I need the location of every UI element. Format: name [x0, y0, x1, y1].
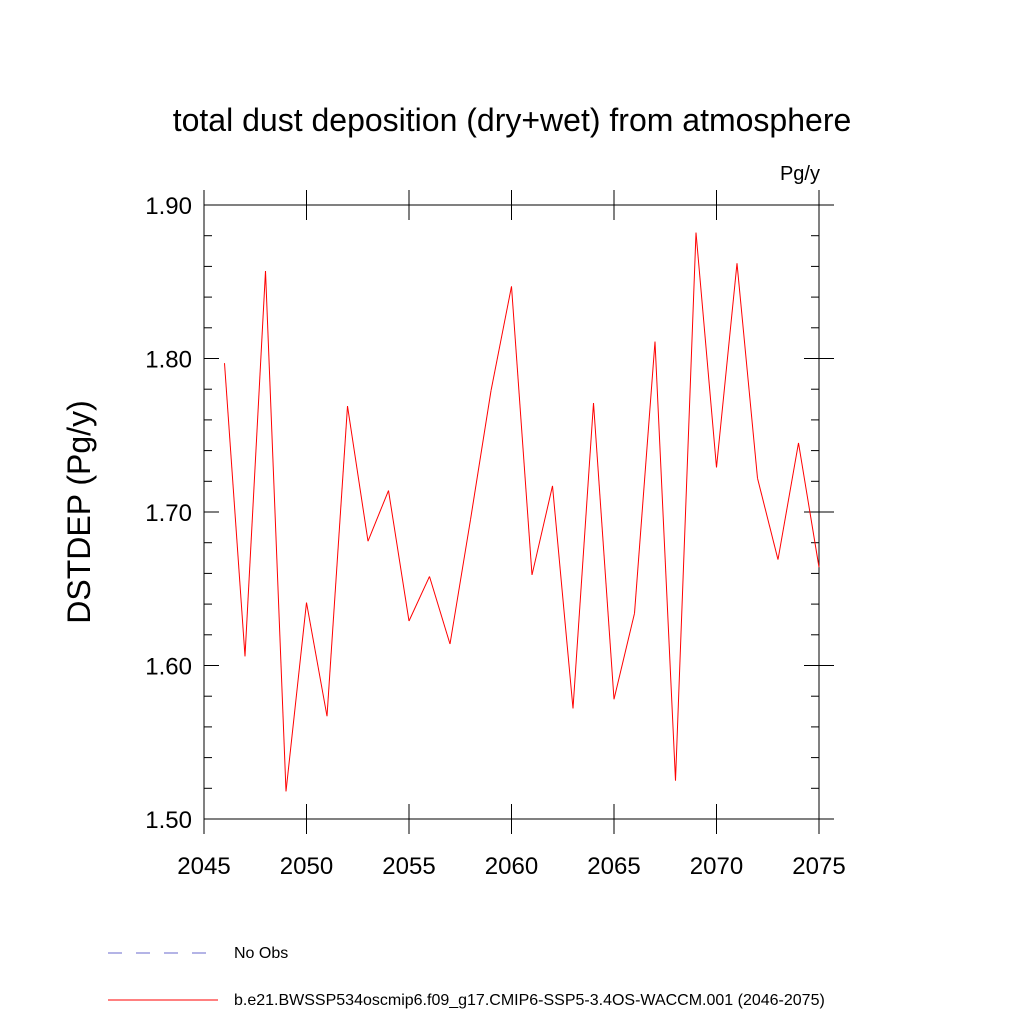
x-tick-label: 2065: [587, 853, 640, 880]
legend: No Obs b.e21.BWSSP534oscmip6.f09_g17.CMI…: [108, 945, 825, 1009]
x-tick-label: 2045: [177, 853, 230, 880]
series-segment: [613, 613, 635, 700]
series-segment: [572, 402, 594, 709]
series: [224, 232, 820, 792]
series-segment: [593, 402, 615, 700]
x-tick-label: 2050: [280, 853, 333, 880]
series-segment: [634, 341, 656, 614]
x-tick-label: 2070: [690, 853, 743, 880]
y-tick-label: 1.70: [145, 500, 192, 527]
x-tick-label: 2055: [382, 853, 435, 880]
y-tick-label: 1.90: [145, 193, 192, 220]
x-tick-label: 2060: [485, 853, 538, 880]
series-segment: [408, 576, 430, 622]
legend-label-no-obs: No Obs: [234, 945, 288, 962]
series-segment: [347, 406, 369, 542]
series-segment: [367, 490, 389, 542]
series-segment: [285, 602, 307, 792]
y-axis-title: DSTDEP (Pg/y): [61, 400, 97, 623]
series-segment: [552, 485, 574, 709]
x-tick-label: 2075: [792, 853, 845, 880]
y-tick-label: 1.80: [145, 347, 192, 374]
series-segment: [326, 406, 348, 717]
y-axis-tick-labels: 1.50 1.60 1.70 1.80 1.90: [145, 193, 192, 834]
series-segment: [265, 270, 287, 792]
series-segment: [306, 602, 328, 717]
series-segment: [777, 442, 799, 560]
series-group: [224, 232, 820, 792]
series-segment: [449, 519, 471, 645]
series-segment: [757, 478, 779, 560]
plot-frame: [203, 204, 820, 820]
y-axis-ticks: [204, 204, 834, 820]
series-segment: [531, 485, 553, 576]
series-segment: [429, 576, 451, 645]
series-segment: [695, 232, 717, 468]
series-segment: [716, 263, 738, 468]
y-tick-label: 1.60: [145, 654, 192, 681]
series-segment: [388, 490, 410, 622]
units-label: Pg/y: [780, 163, 820, 185]
series-segment: [490, 286, 512, 391]
series-segment: [654, 341, 676, 781]
y-tick-label: 1.50: [145, 807, 192, 834]
x-axis-tick-labels: 2045 2050 2055 2060 2065 2070 2075: [177, 853, 845, 880]
series-segment: [736, 263, 758, 479]
legend-label-model-run: b.e21.BWSSP534oscmip6.f09_g17.CMIP6-SSP5…: [234, 992, 825, 1009]
series-segment: [470, 390, 492, 520]
series-segment: [244, 270, 266, 657]
series-segment: [798, 442, 820, 568]
series-segment: [511, 286, 533, 575]
series-segment: [675, 232, 697, 781]
chart-title: total dust deposition (dry+wet) from atm…: [173, 102, 852, 138]
series-segment: [224, 363, 246, 657]
